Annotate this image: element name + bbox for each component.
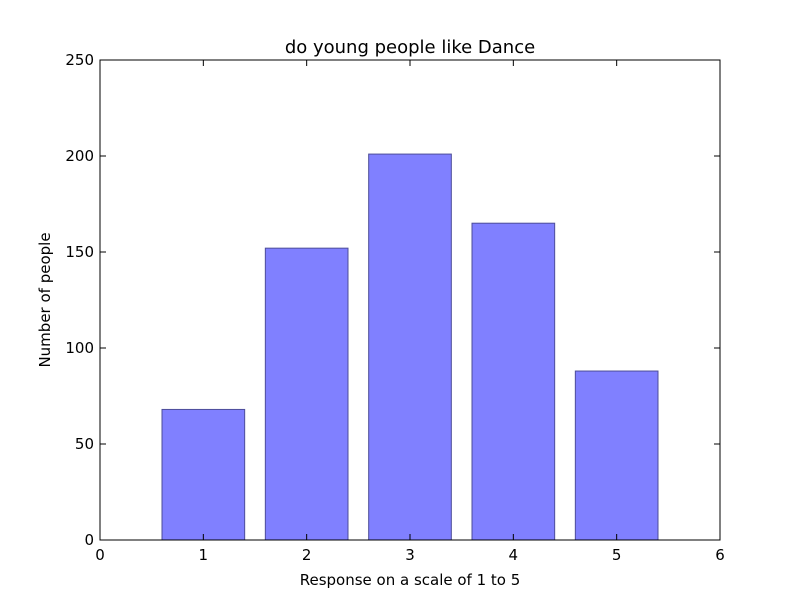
x-tick-label: 5 xyxy=(612,546,622,564)
x-axis-ticks: 0 1 2 3 4 5 6 xyxy=(95,60,725,564)
bar-1 xyxy=(161,408,246,541)
y-tick-label: 150 xyxy=(65,243,94,261)
bar-4 xyxy=(471,222,556,541)
y-tick-label: 200 xyxy=(65,147,94,165)
y-tick-label: 100 xyxy=(65,339,94,357)
chart-title: do young people like Dance xyxy=(285,37,535,58)
x-tick-label: 6 xyxy=(715,546,725,564)
x-tick-label: 2 xyxy=(302,546,312,564)
x-tick-label: 1 xyxy=(199,546,209,564)
bar-3 xyxy=(368,153,452,541)
y-tick-label: 0 xyxy=(84,531,94,549)
bar-2 xyxy=(264,247,349,541)
y-axis-ticks: 0 50 100 150 200 250 xyxy=(65,51,720,549)
bars-layer xyxy=(161,153,659,541)
x-tick-label: 3 xyxy=(405,546,415,564)
y-tick-label: 250 xyxy=(65,51,94,69)
y-tick-label: 50 xyxy=(75,435,94,453)
y-axis-label: Number of people xyxy=(36,232,54,367)
x-tick-label: 4 xyxy=(509,546,519,564)
x-tick-label: 0 xyxy=(95,546,105,564)
bar-5 xyxy=(574,370,659,541)
x-axis-label: Response on a scale of 1 to 5 xyxy=(300,571,521,589)
